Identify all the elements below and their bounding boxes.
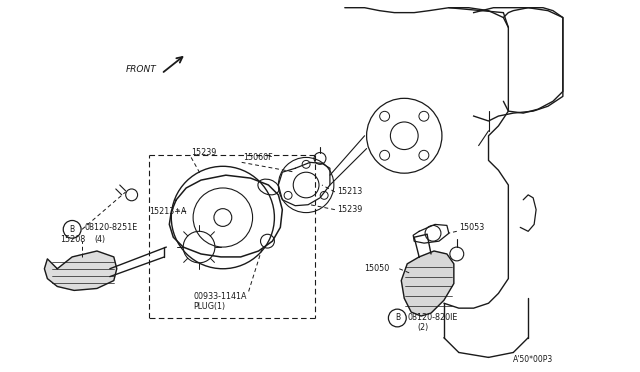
Text: 15050: 15050 bbox=[365, 264, 390, 273]
Text: 00933-1141A: 00933-1141A bbox=[193, 292, 246, 301]
Text: 15213: 15213 bbox=[337, 187, 362, 196]
Text: 08120-8251E: 08120-8251E bbox=[84, 223, 138, 232]
Text: 15213+A: 15213+A bbox=[150, 207, 187, 216]
Text: B: B bbox=[70, 225, 75, 234]
Text: (2): (2) bbox=[417, 323, 428, 332]
Text: (4): (4) bbox=[94, 235, 105, 244]
Text: PLUG(1): PLUG(1) bbox=[193, 302, 225, 311]
Text: A'50*00P3: A'50*00P3 bbox=[513, 355, 553, 364]
Text: 15053: 15053 bbox=[459, 223, 484, 232]
Text: 15239: 15239 bbox=[337, 205, 362, 214]
Text: 15060F: 15060F bbox=[243, 153, 272, 162]
Text: 15208: 15208 bbox=[60, 235, 86, 244]
Polygon shape bbox=[401, 251, 454, 316]
Text: 15239: 15239 bbox=[191, 148, 216, 157]
Text: FRONT: FRONT bbox=[125, 65, 156, 74]
Polygon shape bbox=[44, 251, 116, 291]
Text: B: B bbox=[395, 314, 400, 323]
Text: 08120-820lE: 08120-820lE bbox=[407, 314, 458, 323]
